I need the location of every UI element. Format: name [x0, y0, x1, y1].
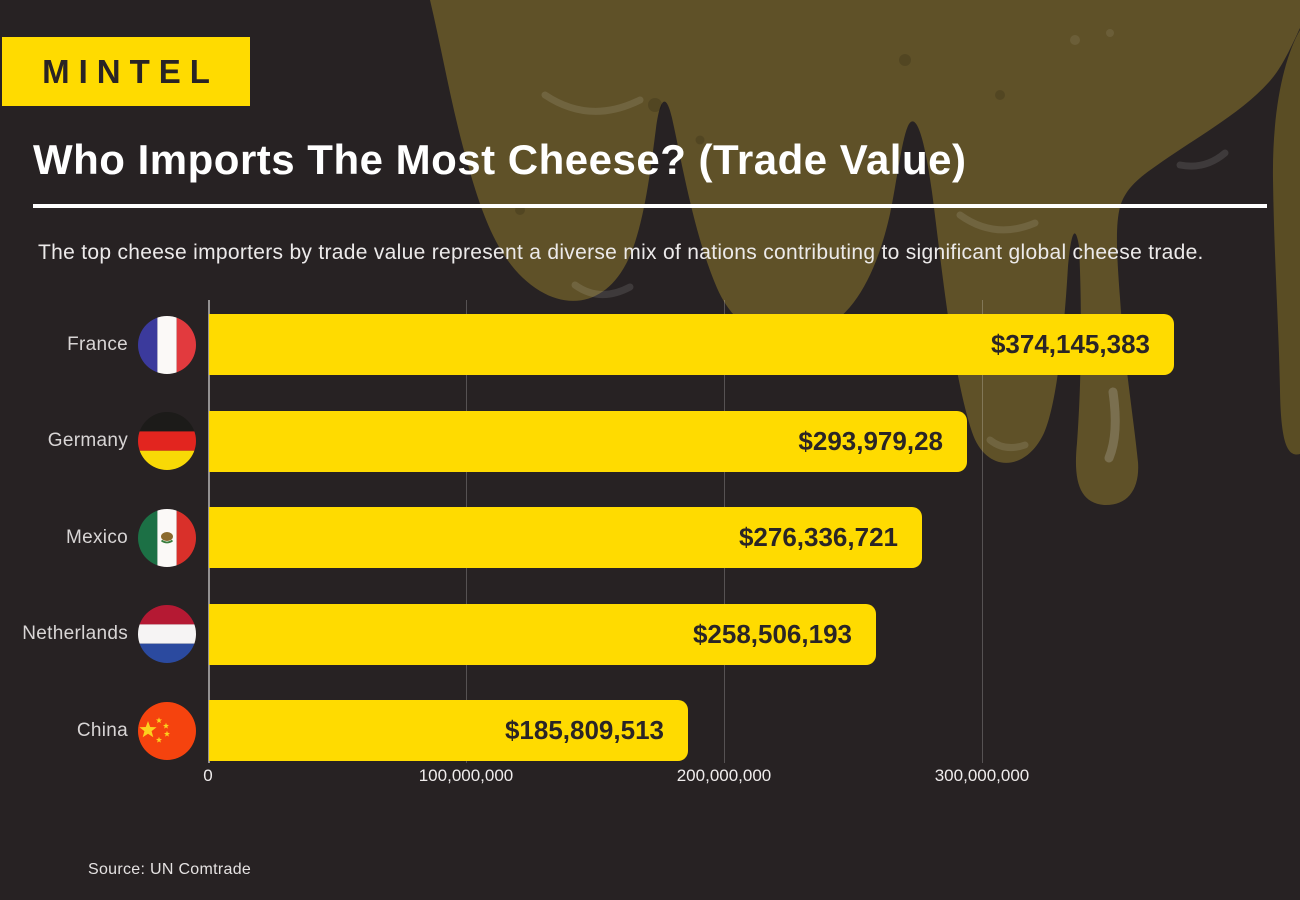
x-axis-tick-label: 100,000,000	[418, 766, 514, 785]
bar-value-label: $258,506,193	[692, 618, 852, 649]
source-label: Source: UN Comtrade	[88, 861, 252, 878]
gridline-300000000	[982, 300, 983, 763]
country-label-china: China	[76, 719, 128, 741]
country-label-germany: Germany	[47, 430, 128, 451]
bar-germany: $293,979,28	[209, 410, 967, 472]
bar-value-label: $374,145,383	[990, 329, 1150, 359]
country-label-france: France	[67, 333, 128, 355]
bar-france: $374,145,383	[209, 314, 1174, 375]
bar-value-label: $293,979,28	[798, 425, 943, 456]
page-subtitle: The top cheese importers by trade value …	[38, 241, 1204, 264]
x-axis-tick-label: 0	[203, 766, 213, 785]
country-label-netherlands: Netherlands	[22, 623, 128, 644]
bar-netherlands: $258,506,193	[209, 603, 876, 665]
bar-value-label: $276,336,721	[738, 522, 898, 552]
bar-mexico: $276,336,721	[209, 507, 922, 568]
china-flag-icon	[138, 701, 196, 760]
mintel-logo-text: MINTEL	[42, 52, 219, 90]
country-label-mexico: Mexico	[66, 526, 128, 548]
mintel-logo: MINTEL	[2, 37, 250, 106]
bar-value-label: $185,809,513	[504, 715, 664, 745]
title-underline	[33, 204, 1267, 208]
x-axis-tick-label: 300,000,000	[934, 766, 1030, 785]
germany-flag-icon	[138, 412, 196, 470]
page-title: Who Imports The Most Cheese? (Trade Valu…	[33, 136, 967, 183]
bar-china: $185,809,513	[209, 700, 688, 761]
x-axis-tick-label: 200,000,000	[676, 766, 772, 785]
netherlands-flag-icon	[138, 605, 196, 663]
mexico-flag-icon	[138, 508, 196, 567]
france-flag-icon	[138, 315, 196, 374]
